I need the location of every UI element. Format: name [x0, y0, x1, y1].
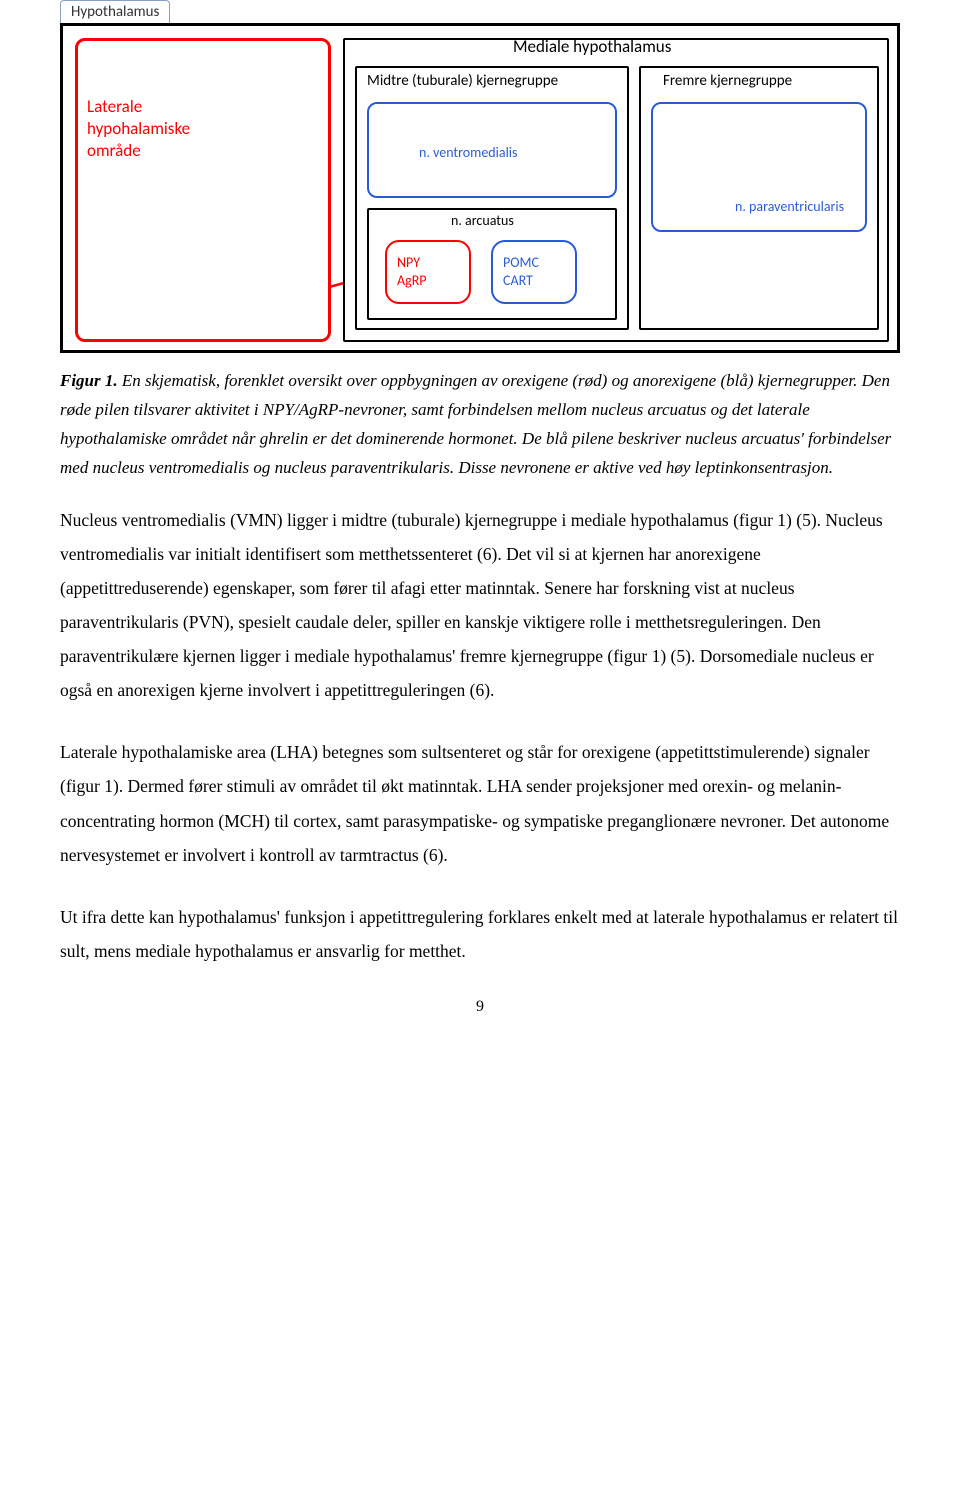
pomc-cart-box: POMCCART: [491, 240, 577, 304]
page-number: 9: [60, 998, 900, 1016]
paragraph-3: Ut ifra dette kan hypothalamus' funksjon…: [60, 900, 900, 968]
figure-caption: Figur 1. En skjematisk, forenklet oversi…: [60, 367, 900, 483]
diagram-tab: Hypothalamus: [60, 0, 170, 23]
page: Hypothalamus Laterale hypohalamiske områ…: [0, 0, 960, 1056]
diagram-canvas: Laterale hypohalamiske område Mediale hyp…: [60, 23, 900, 353]
arcuatus-label: n. arcuatus: [451, 212, 514, 229]
fremre-title: Fremre kjernegruppe: [663, 72, 792, 90]
paraventricularis-label: n. paraventricularis: [735, 198, 844, 215]
laterale-box: [75, 38, 331, 342]
paragraph-1: Nucleus ventromedialis (VMN) ligger i mi…: [60, 503, 900, 708]
laterale-label: Laterale hypohalamiske område: [87, 96, 237, 162]
caption-lead: Figur 1.: [60, 371, 118, 390]
figure-1: Hypothalamus Laterale hypohalamiske områ…: [60, 0, 900, 483]
npy-agrp-box: NPYAgRP: [385, 240, 471, 304]
mediale-title: Mediale hypothalamus: [513, 36, 671, 57]
midtre-title: Midtre (tuburale) kjernegruppe: [367, 72, 558, 90]
caption-text-1: En skjematisk, forenklet oversikt over o…: [118, 371, 862, 390]
paragraph-2: Laterale hypothalamiske area (LHA) beteg…: [60, 735, 900, 872]
body-text: Nucleus ventromedialis (VMN) ligger i mi…: [60, 503, 900, 969]
ventromedialis-label: n. ventromedialis: [419, 144, 518, 161]
